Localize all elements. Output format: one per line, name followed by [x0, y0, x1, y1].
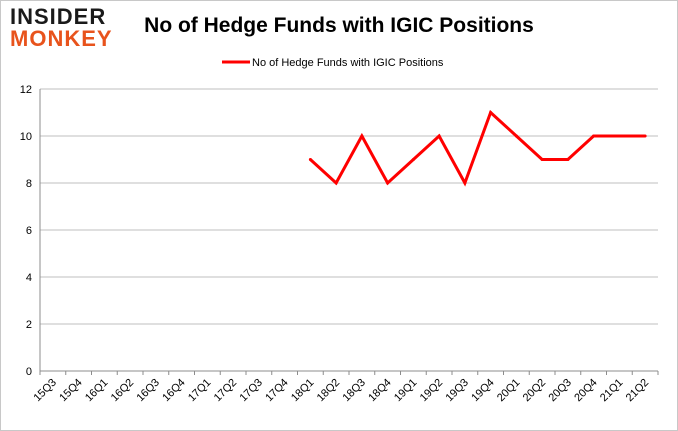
data-point — [411, 158, 415, 161]
x-tick-label: 20Q1 — [495, 377, 523, 405]
x-tick-label: 21Q2 — [624, 377, 652, 405]
y-tick-label: 4 — [26, 272, 32, 284]
x-tick-label: 19Q4 — [469, 377, 497, 405]
data-point — [592, 134, 596, 138]
series-line — [309, 109, 646, 187]
x-tick-label: 18Q3 — [340, 377, 368, 405]
y-tick-label: 8 — [26, 178, 32, 190]
data-point — [540, 158, 544, 161]
data-point — [360, 134, 364, 138]
x-tick-label: 18Q4 — [366, 377, 394, 405]
x-tick-label: 19Q2 — [418, 377, 446, 405]
data-point — [617, 134, 621, 138]
data-point — [308, 158, 312, 161]
data-point — [386, 181, 390, 185]
y-tick-label: 6 — [26, 225, 32, 237]
x-tick-label: 16Q2 — [109, 377, 137, 405]
x-tick-label: 16Q1 — [83, 377, 111, 405]
y-tick-label: 12 — [20, 84, 32, 96]
y-tick-label: 2 — [26, 319, 32, 331]
legend-label: No of Hedge Funds with IGIC Positions — [252, 57, 444, 69]
x-tick-label: 15Q3 — [31, 377, 59, 405]
data-point — [566, 158, 570, 161]
x-tick-label: 19Q1 — [392, 377, 420, 405]
y-tick-label: 10 — [20, 131, 32, 143]
x-tick-label: 16Q4 — [160, 377, 188, 405]
data-point — [463, 181, 467, 185]
logo-line-insider: INSIDER — [10, 4, 107, 29]
x-tick-label: 21Q1 — [598, 377, 626, 405]
x-tick-label: 17Q2 — [212, 377, 240, 405]
logo-line-monkey: MONKEY — [10, 26, 113, 51]
x-tick-label: 18Q1 — [289, 377, 317, 405]
data-point — [643, 134, 647, 138]
x-tick-label: 20Q2 — [521, 377, 549, 405]
data-point — [489, 111, 493, 114]
x-tick-label: 18Q2 — [315, 377, 343, 405]
data-point — [514, 134, 518, 138]
x-tick-label: 17Q3 — [237, 377, 265, 405]
y-tick-label: 0 — [26, 366, 32, 378]
insider-monkey-logo: INSIDER MONKEY — [10, 6, 130, 54]
chart-title: No of Hedge Funds with IGIC Positions — [144, 14, 534, 37]
x-tick-label: 20Q4 — [572, 377, 600, 405]
x-tick-label: 16Q3 — [134, 377, 162, 405]
x-tick-label: 17Q4 — [263, 377, 291, 405]
data-point — [437, 134, 441, 138]
x-tick-label: 20Q3 — [546, 377, 574, 405]
x-tick-label: 19Q3 — [443, 377, 471, 405]
x-tick-label: 17Q1 — [186, 377, 214, 405]
x-tick-label: 15Q4 — [57, 377, 85, 405]
data-point — [334, 181, 338, 185]
